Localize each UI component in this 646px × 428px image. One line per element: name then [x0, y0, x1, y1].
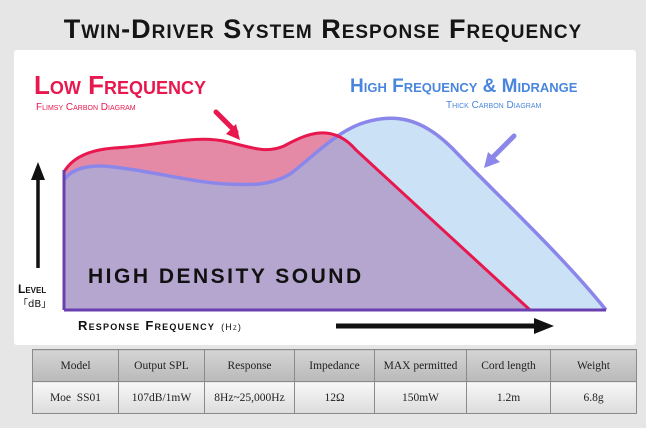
high-frequency-subtitle: Thick Carbon Diagram — [446, 100, 542, 111]
spec-value-response: 8Hz~25,000Hz — [204, 381, 295, 414]
center-text: HIGH DENSITY SOUND — [88, 265, 364, 288]
spec-header-model: Model — [32, 349, 119, 382]
spec-header-row: Model Output SPL Response Impedance MAX … — [32, 349, 637, 382]
spec-header-max-permitted: MAX permitted — [374, 349, 467, 382]
x-axis-label-text: Response Frequency — [78, 318, 215, 333]
spec-header-response: Response — [204, 349, 295, 382]
spec-value-max-permitted: 150mW — [374, 381, 467, 414]
spec-value-weight: 6.8g — [550, 381, 637, 414]
low-frequency-arrowhead-icon — [226, 124, 240, 140]
low-frequency-outline — [62, 131, 532, 312]
frequency-diagram: Low Frequency Flimsy Carbon Diagram High… — [14, 50, 636, 345]
high-frequency-title: High Frequency & Midrange — [350, 76, 578, 97]
high-frequency-outline — [62, 116, 608, 312]
x-axis-arrowhead-icon — [534, 318, 554, 334]
y-axis-label: Level — [18, 282, 46, 296]
spec-header-output-spl: Output SPL — [118, 349, 205, 382]
spec-table: Model Output SPL Response Impedance MAX … — [32, 349, 637, 414]
overlap-region — [64, 132, 530, 310]
spec-value-output-spl: 107dB/1mW — [118, 381, 205, 414]
frequency-diagram-svg: Low Frequency Flimsy Carbon Diagram High… — [18, 70, 608, 334]
x-axis-unit: (Hz) — [221, 322, 242, 332]
spec-value-model: Moe SS01 — [32, 381, 119, 414]
spec-header-weight: Weight — [550, 349, 637, 382]
spec-value-cord-length: 1.2m — [466, 381, 551, 414]
spec-header-impedance: Impedance — [294, 349, 375, 382]
low-frequency-title: Low Frequency — [34, 70, 206, 100]
y-axis-arrowhead-icon — [31, 162, 45, 180]
high-frequency-arrowhead-icon — [484, 152, 500, 168]
spec-value-impedance: 12Ω — [294, 381, 375, 414]
page-title: Twin-Driver System Response Frequency — [63, 14, 583, 44]
low-frequency-subtitle: Flimsy Carbon Diagram — [36, 102, 136, 113]
x-axis-label: Response Frequency (Hz) — [78, 318, 242, 333]
spec-value-row: Moe SS01 107dB/1mW 8Hz~25,000Hz 12Ω 150m… — [32, 381, 637, 414]
y-axis-unit: 「dB」 — [18, 298, 51, 310]
spec-header-cord-length: Cord length — [466, 349, 551, 382]
high-frequency-arrow-icon — [489, 133, 517, 161]
